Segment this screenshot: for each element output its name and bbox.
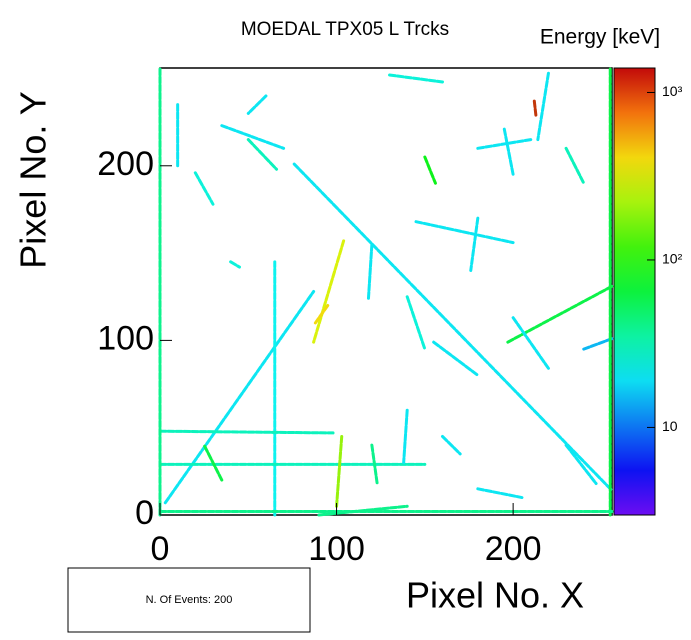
x-tick-label: 100 <box>308 530 365 568</box>
track <box>160 431 333 433</box>
x-tick-label: 200 <box>485 530 542 568</box>
colorbar-title: Energy [keV] <box>540 26 660 49</box>
track <box>534 101 536 117</box>
y-tick-label: 200 <box>97 145 154 183</box>
colorbar-tick-label: 10³ <box>662 83 683 99</box>
legend-text: N. Of Events: 200 <box>146 594 233 606</box>
chart-title: MOEDAL TPX05 L Trcks <box>241 19 449 40</box>
chart: MOEDAL TPX05 L Trcks Energy [keV] Pixel … <box>0 0 691 635</box>
x-tick-label: 0 <box>151 530 170 568</box>
colorbar-tick-label: 10 <box>662 418 678 434</box>
colorbar <box>614 68 655 515</box>
colorbar-tick-label: 10² <box>662 251 683 267</box>
plot-frame <box>160 68 612 515</box>
y-axis-label: Pixel No. Y <box>13 91 54 268</box>
y-tick-label: 100 <box>97 319 154 357</box>
x-axis-label: Pixel No. X <box>406 575 584 616</box>
y-tick-label: 0 <box>135 494 154 532</box>
